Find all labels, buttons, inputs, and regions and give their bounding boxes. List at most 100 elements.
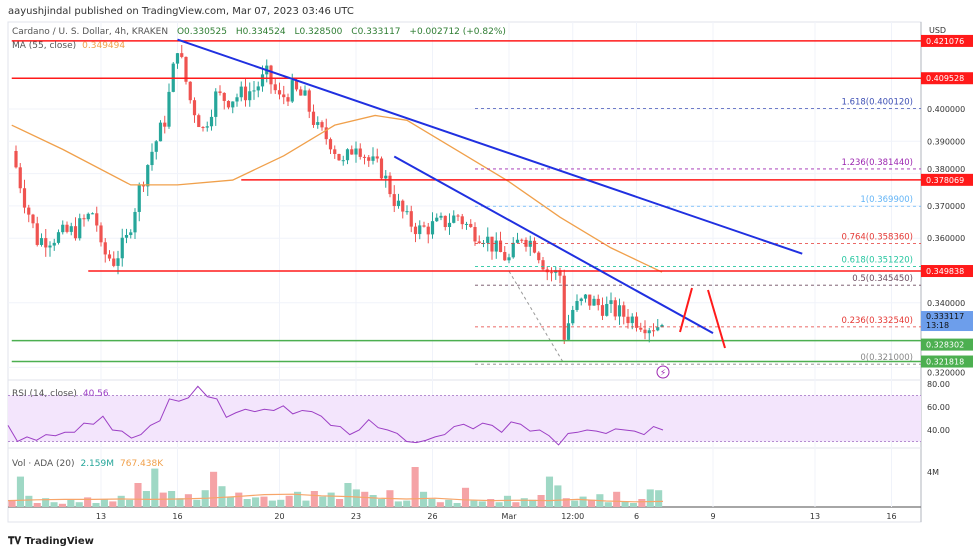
candle-body [150, 151, 154, 166]
candle-body [460, 216, 464, 225]
ma-value: 0.349494 [82, 41, 126, 51]
ma-label: MA (55, close) [12, 41, 77, 51]
candle-body [350, 149, 354, 155]
candle-body [643, 329, 647, 334]
candle-body [532, 240, 537, 253]
rsi-label: RSI (14, close) [12, 389, 77, 399]
trendline [393, 155, 714, 335]
volume-bar [470, 500, 478, 507]
candle-body [48, 245, 52, 248]
volume-bar [604, 502, 612, 507]
lightning-glyph: ⚡ [660, 369, 666, 379]
price-badge [921, 338, 973, 351]
price-badge-label: 0.328302 [926, 341, 964, 350]
volume-bar [58, 503, 66, 507]
ohlc-open: O0.330525 [176, 27, 227, 37]
candle-body [192, 100, 197, 116]
rsi-axis-label: 60.00 [927, 403, 950, 412]
tradingview-logo[interactable]: 𝐓𝐕 TradingView [8, 536, 94, 547]
volume-bar [75, 502, 83, 507]
volume-axis-label: 4M [927, 468, 939, 477]
tv-logo-icon: 𝐓𝐕 [8, 536, 25, 547]
volume-bar [243, 499, 251, 507]
candle-body [575, 301, 579, 310]
volume-bar [327, 492, 335, 507]
candle-body [320, 122, 324, 128]
lightning-icon [656, 365, 670, 379]
trendline [177, 38, 803, 255]
volume-bar [25, 495, 33, 507]
candle-body [95, 213, 99, 226]
volume-bar [579, 496, 587, 507]
volume-bar [268, 500, 276, 507]
candle-body [31, 214, 35, 224]
candle-body [205, 126, 209, 128]
time-axis-label: 23 [351, 512, 361, 521]
candle-body [82, 218, 86, 220]
countdown-label: 13:18 [926, 321, 949, 330]
candle-body [609, 300, 613, 304]
volume-bar [638, 499, 646, 507]
volume-bar [554, 485, 562, 507]
candle-body [456, 215, 460, 217]
candle-body [554, 270, 558, 273]
candle-body [443, 215, 447, 228]
symbol-name[interactable]: Cardano / U. S. Dollar, 4h, KRAKEN [12, 27, 169, 37]
ohlc-close: C0.333117 [351, 27, 401, 37]
volume-bar [344, 483, 352, 507]
volume-bar [520, 498, 528, 507]
candle-body [99, 225, 103, 243]
volume-bar [545, 476, 554, 507]
volume-bar [336, 499, 344, 507]
volume-bar [100, 499, 108, 507]
candle-body [371, 156, 375, 161]
candle-body [226, 100, 231, 108]
candle-body [592, 298, 596, 306]
candle-body [541, 260, 545, 270]
ma-legend[interactable]: MA (55, close) 0.349494 [12, 41, 131, 51]
candle-body [299, 89, 303, 96]
candle-body [290, 80, 294, 102]
fib-level-label: 0.236(0.332540) [841, 316, 913, 326]
volume-bar [260, 496, 268, 507]
candle-body [354, 148, 358, 155]
time-axis-label: 26 [427, 512, 437, 521]
volume-bar [8, 500, 16, 507]
last-price-label: 0.333117 [926, 312, 964, 321]
candle-body [634, 316, 639, 328]
candle-body [422, 225, 426, 227]
volume-bar [226, 496, 234, 507]
candle-body [116, 258, 120, 266]
rsi-band [8, 395, 921, 442]
candle-body [56, 232, 61, 243]
volume-bar [42, 498, 50, 507]
fib-level-label: 1.618(0.400120) [841, 98, 913, 108]
volume-bar [50, 502, 58, 507]
candle-body [184, 56, 188, 82]
candle-body [375, 156, 379, 159]
candle-body [647, 330, 651, 334]
candle-body [656, 327, 660, 331]
price-badge [921, 355, 973, 368]
candle-body [265, 65, 269, 75]
candle-body [103, 242, 107, 255]
volume-bar [142, 491, 150, 507]
candle-body [324, 127, 328, 140]
candle-body [596, 298, 600, 306]
rsi-legend[interactable]: RSI (14, close) 40.56 [12, 389, 115, 399]
time-axis-label: Mar [501, 512, 517, 521]
arrow-up [679, 287, 693, 333]
volume-legend[interactable]: Vol · ADA (20) 2.159M 767.438K [12, 459, 169, 469]
candle-body [328, 139, 333, 150]
candle-body [44, 238, 48, 248]
candle-body [146, 165, 150, 187]
candle-body [439, 215, 443, 218]
time-axis-label: 16 [886, 512, 896, 521]
fib-level-label: 0.618(0.351220) [841, 256, 913, 266]
candle-body [311, 111, 316, 125]
candle-body [231, 101, 235, 108]
candle-body [201, 127, 205, 129]
currency-label: USD [929, 26, 946, 35]
candle-body [409, 211, 413, 227]
